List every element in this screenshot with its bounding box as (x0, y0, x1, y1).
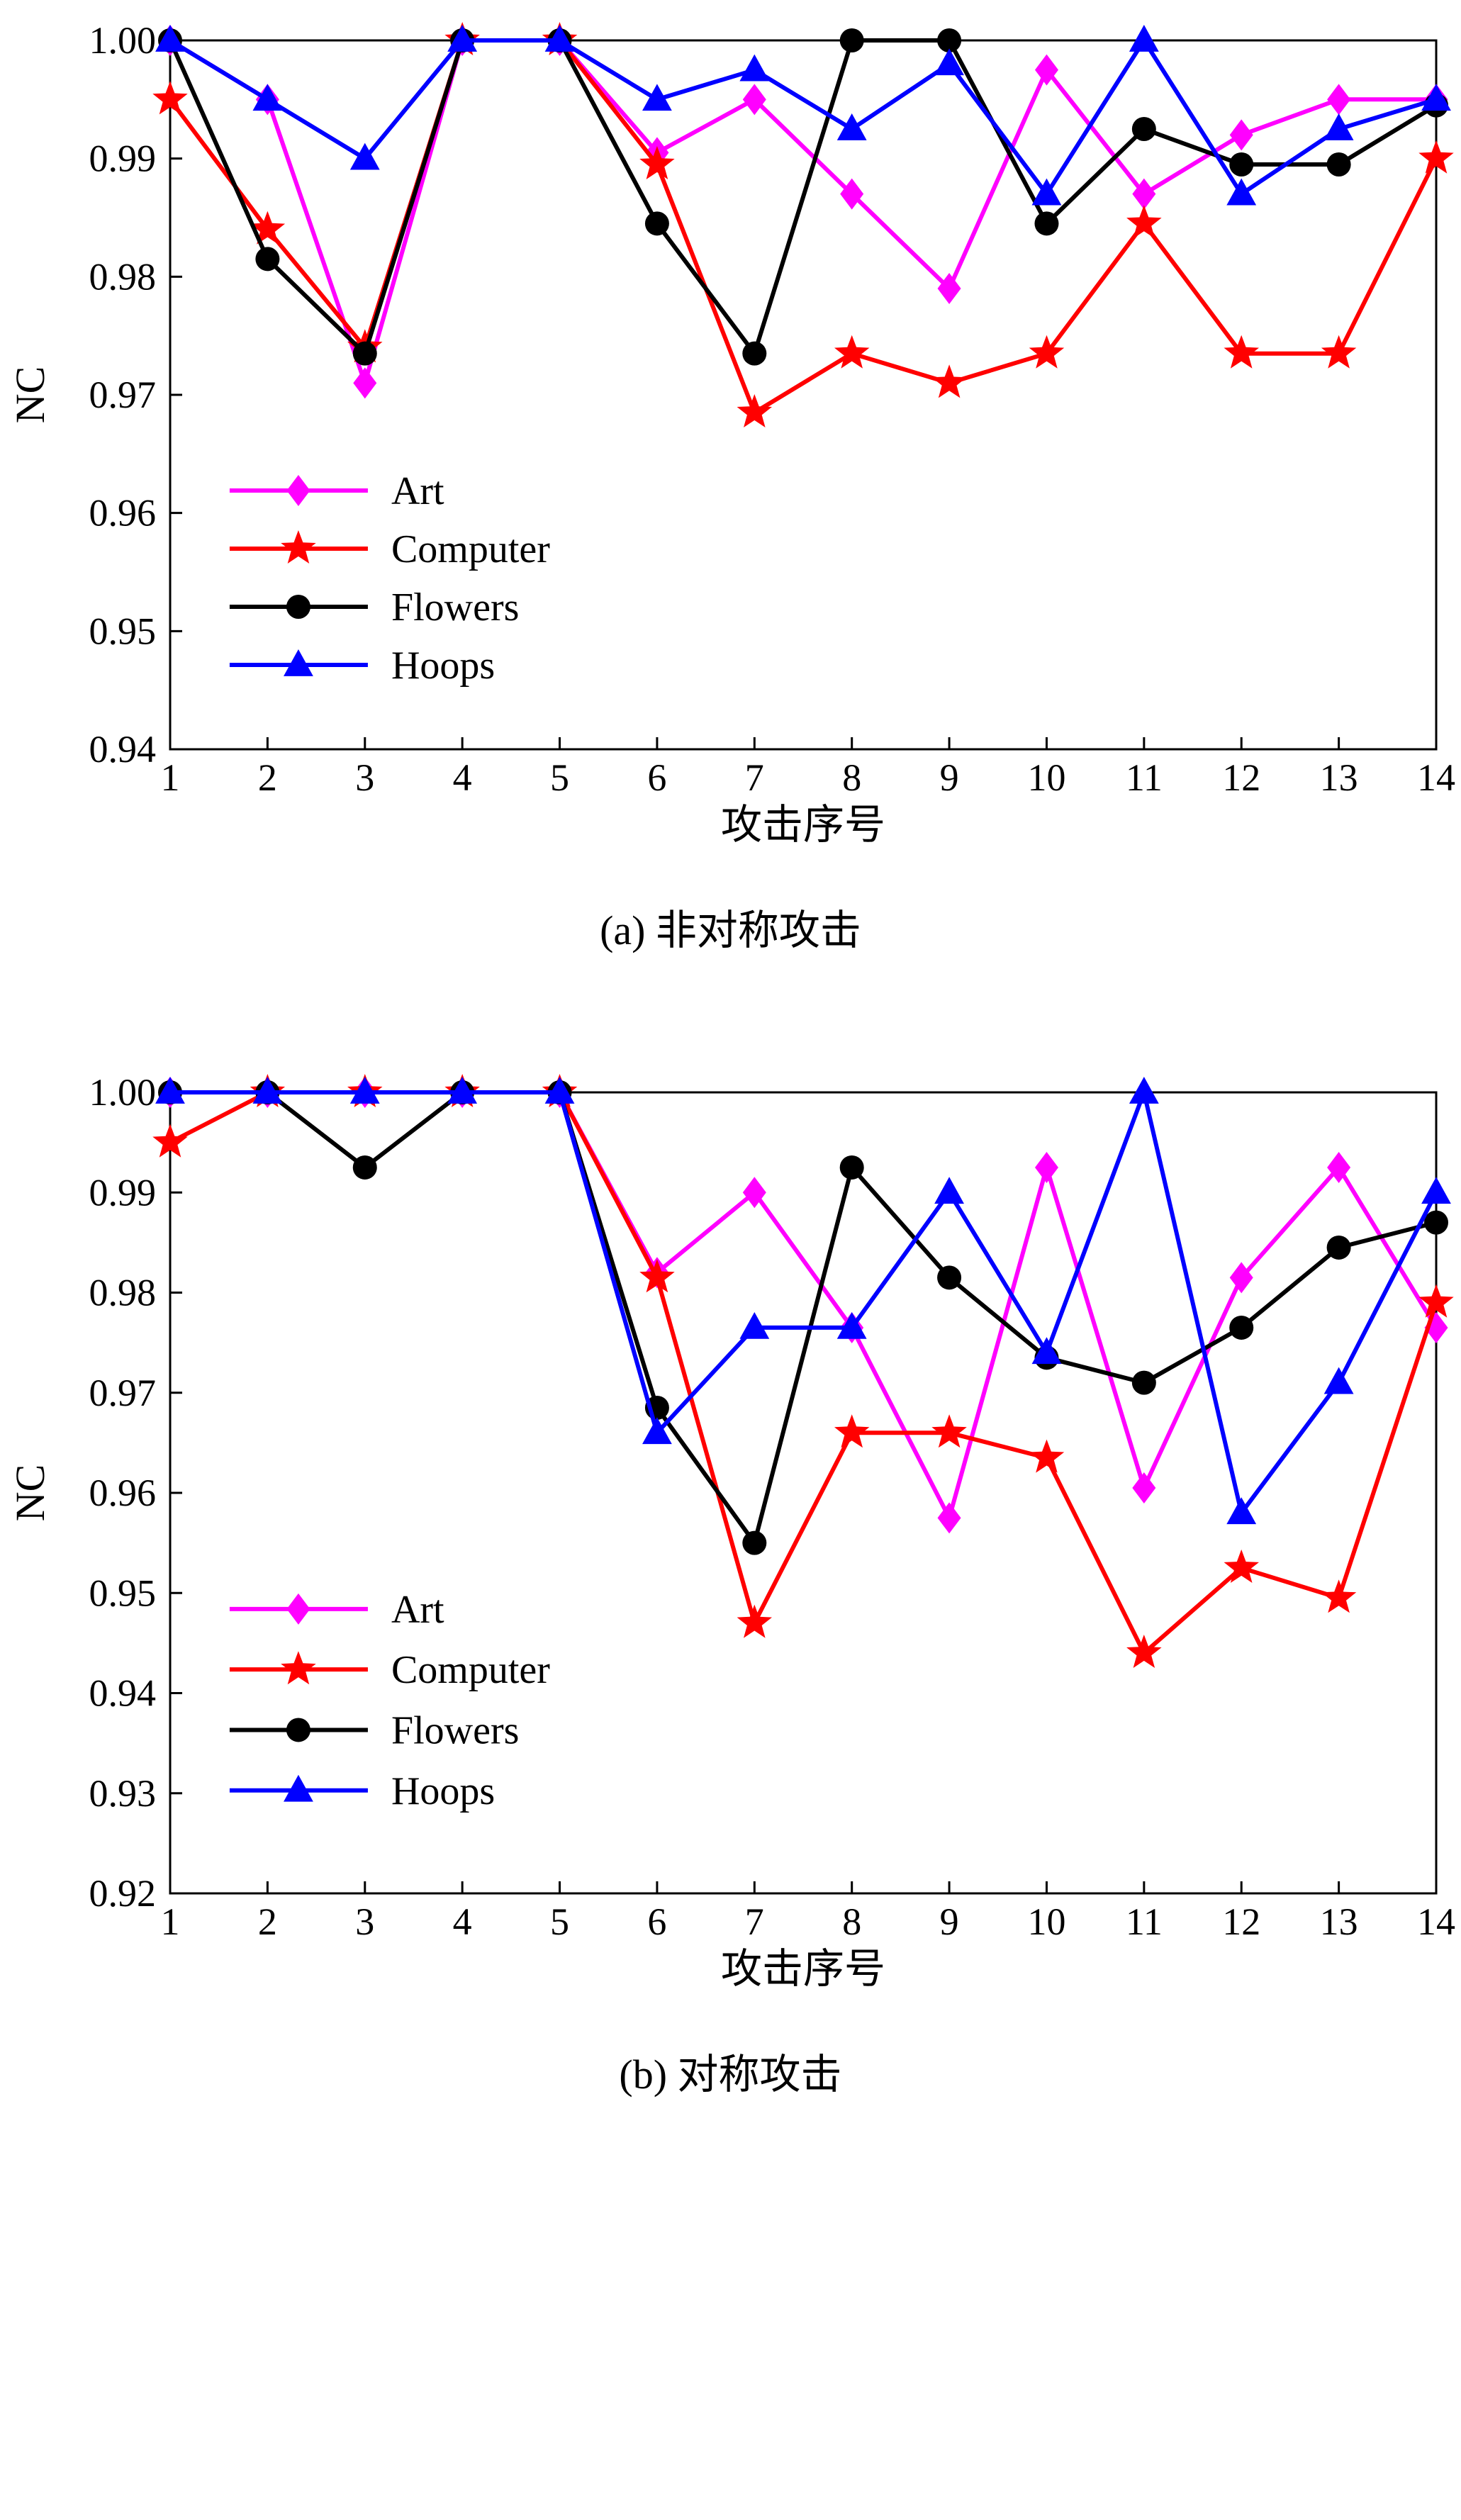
series-computer (152, 1074, 1454, 1668)
figure-page: 1 2 3 4 5 6 7 8 9 10 11 12 13 14 0.94 0.95 0.96 0.97 0.98 0… (0, 18, 1461, 2100)
x-tick-label: 8 (842, 1900, 861, 1943)
x-tick-label: 2 (258, 1900, 277, 1943)
y-axis-label: NC (7, 366, 53, 424)
legend-label-art: Art (391, 1588, 444, 1632)
x-tick-label: 14 (1417, 756, 1455, 799)
legend: Art Computer Flowers Hoops (229, 469, 550, 688)
x-tick-label: 12 (1222, 756, 1260, 799)
y-tick-label: 0.96 (89, 1472, 157, 1514)
x-tick-label: 5 (550, 1900, 569, 1943)
x-tick-label: 4 (453, 756, 472, 799)
x-tick-label: 11 (1126, 1900, 1163, 1943)
y-tick-label: 0.97 (89, 374, 157, 416)
y-tick-label: 0.96 (89, 492, 157, 534)
y-tick-label: 0.94 (89, 728, 157, 771)
legend-label-flowers: Flowers (391, 1708, 519, 1752)
axes: 1 2 3 4 5 6 7 8 9 10 11 12 13 140.940.950.960.970.980… (89, 19, 1456, 799)
series-flowers (158, 28, 1448, 366)
y-tick-label: 0.98 (89, 1272, 157, 1314)
x-tick-label: 3 (355, 1900, 374, 1943)
x-tick-label: 7 (745, 756, 764, 799)
y-tick-label: 0.98 (89, 255, 157, 298)
x-tick-label: 5 (550, 756, 569, 799)
x-tick-label: 2 (258, 756, 277, 799)
y-tick-label: 0.97 (89, 1372, 157, 1414)
x-tick-label: 4 (453, 1900, 472, 1943)
x-tick-label: 10 (1027, 756, 1065, 799)
x-axis-label: 攻击序号 (721, 802, 885, 848)
legend-label-computer: Computer (391, 1648, 550, 1692)
y-tick-label: 1.00 (89, 19, 157, 62)
x-tick-label: 14 (1417, 1900, 1455, 1943)
chart-b: 1 2 3 4 5 6 7 8 9 10 11 12 13 14 0.92 0.93 0.94 0.95 0.96 0… (0, 1070, 1461, 2100)
x-tick-label: 6 (647, 756, 666, 799)
x-tick-label: 1 (161, 756, 180, 799)
chart-a-caption: (a) 非对称攻击 (600, 907, 861, 953)
x-tick-label: 1 (161, 1900, 180, 1943)
x-tick-label: 11 (1126, 756, 1163, 799)
y-tick-label: 1.00 (89, 1071, 157, 1114)
y-tick-label: 0.93 (89, 1772, 157, 1815)
x-tick-label: 9 (940, 1900, 959, 1943)
legend: Art Computer Flowers Hoops (229, 1588, 550, 1813)
y-tick-label: 0.95 (89, 610, 157, 652)
y-axis-label: NC (7, 1465, 53, 1522)
axes: 1 2 3 4 5 6 7 8 9 10 11 12 13 140.920.930.940.950.960… (89, 1071, 1456, 1943)
y-tick-label: 0.92 (89, 1872, 157, 1915)
series-art (158, 1077, 1448, 1534)
x-tick-label: 13 (1320, 756, 1358, 799)
legend-label-hoops: Hoops (391, 644, 495, 688)
x-tick-label: 8 (842, 756, 861, 799)
legend-label-flowers: Flowers (391, 586, 519, 629)
chart-a-plot: 1 2 3 4 5 6 7 8 9 10 11 12 13 140.940.950.960.970.980… (7, 19, 1456, 848)
x-tick-label: 13 (1320, 1900, 1358, 1943)
y-tick-label: 0.99 (89, 138, 157, 180)
legend-label-art: Art (391, 469, 444, 513)
series-computer (152, 22, 1454, 427)
x-axis-label: 攻击序号 (721, 1946, 885, 1992)
chart-b-plot: 1 2 3 4 5 6 7 8 9 10 11 12 13 140.920.930.940.950.960… (7, 1071, 1456, 1992)
chart-b-caption: (b) 对称攻击 (619, 2051, 842, 2098)
x-tick-label: 6 (647, 1900, 666, 1943)
chart-a: 1 2 3 4 5 6 7 8 9 10 11 12 13 14 0.94 0.95 0.96 0.97 0.98 0… (0, 18, 1461, 956)
y-tick-label: 0.99 (89, 1171, 157, 1214)
y-tick-label: 0.94 (89, 1672, 157, 1715)
legend-label-computer: Computer (391, 527, 550, 571)
x-tick-label: 7 (745, 1900, 764, 1943)
x-tick-label: 12 (1222, 1900, 1260, 1943)
y-tick-label: 0.95 (89, 1572, 157, 1614)
x-tick-label: 3 (355, 756, 374, 799)
x-tick-label: 10 (1027, 1900, 1065, 1943)
legend-label-hoops: Hoops (391, 1769, 495, 1813)
series-hoops (155, 25, 1451, 206)
series-hoops (155, 1077, 1451, 1525)
series-flowers (158, 1080, 1448, 1555)
x-tick-label: 9 (940, 756, 959, 799)
